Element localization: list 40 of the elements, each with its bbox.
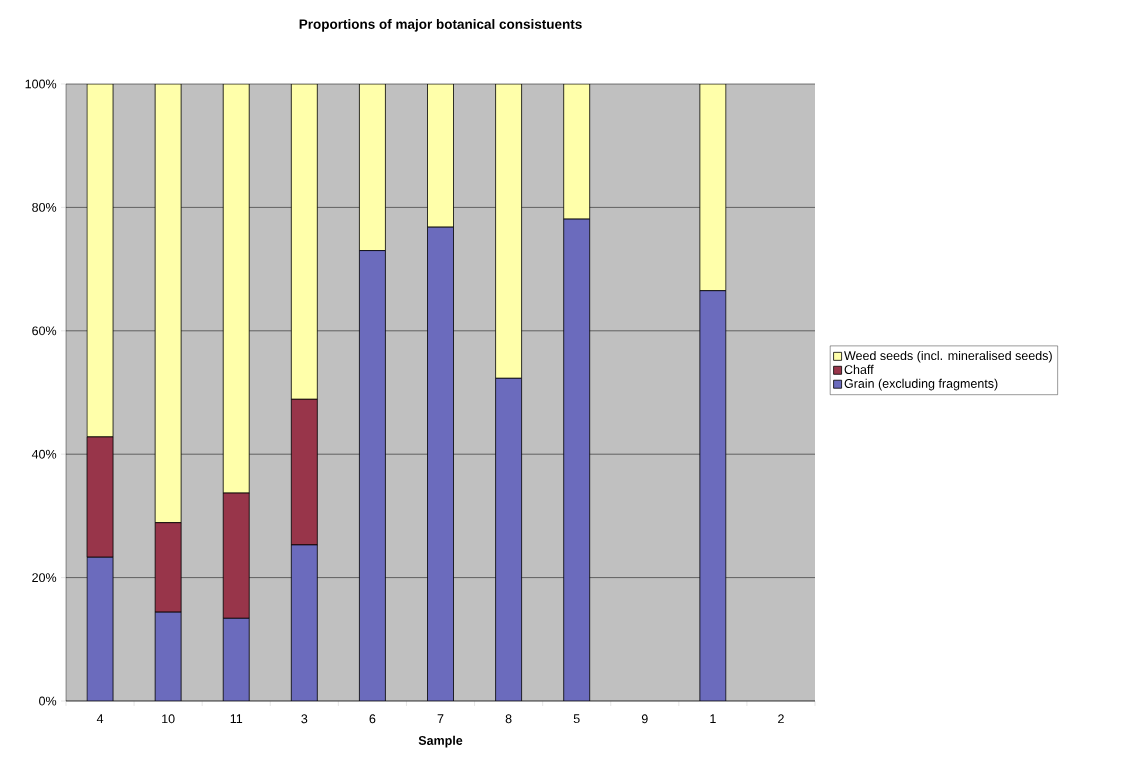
bar	[699, 83, 727, 292]
legend-label: Grain (excluding fragments)	[844, 378, 998, 391]
y-tick-label: 100%	[25, 79, 57, 89]
y-tick-label: 80%	[32, 202, 57, 212]
x-tick-label: 11	[230, 714, 243, 723]
x-tick-label: 5	[573, 714, 580, 724]
x-tick-label: 9	[641, 714, 648, 724]
x-tick-label: 3	[301, 714, 308, 724]
bar	[154, 83, 182, 524]
bar	[86, 556, 114, 701]
x-tick-label: 1	[710, 714, 716, 723]
bar	[154, 611, 182, 701]
x-tick-label: 2	[778, 714, 784, 724]
bar	[222, 83, 250, 494]
bar	[699, 290, 727, 701]
bar	[359, 83, 386, 251]
chart-title: Proportions of major botanical consistuents	[299, 19, 582, 32]
bar	[359, 250, 386, 701]
x-tick-label: 4	[96, 714, 104, 723]
y-tick-label: 0%	[39, 696, 57, 706]
x-tick-label: 10	[162, 714, 175, 724]
bar	[563, 218, 591, 701]
bar	[86, 83, 114, 438]
bar	[290, 544, 318, 701]
y-tick-label: 40%	[31, 449, 57, 459]
x-tick-label: 6	[369, 714, 376, 724]
bar	[563, 83, 591, 220]
bar	[427, 83, 454, 228]
legend-label: Weed seeds (incl. mineralised seeds)	[844, 350, 1052, 363]
bar	[290, 83, 318, 400]
x-tick-label: 7	[437, 714, 444, 723]
y-tick-label: 20%	[32, 573, 57, 583]
x-tick-label: 8	[505, 714, 512, 724]
bar	[495, 83, 522, 379]
y-tick-label: 60%	[32, 326, 57, 336]
bar	[222, 617, 250, 701]
bar	[495, 377, 522, 701]
bar	[427, 226, 454, 701]
x-axis-title: Sample	[418, 735, 463, 748]
legend-label: Chaff	[844, 364, 874, 374]
